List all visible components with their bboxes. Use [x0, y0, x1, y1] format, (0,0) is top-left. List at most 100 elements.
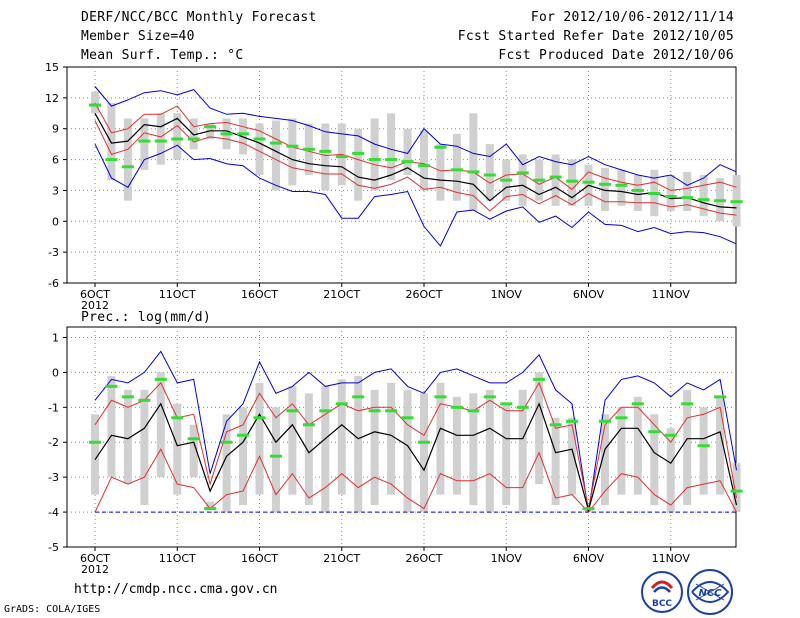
temp-box — [288, 118, 297, 186]
precip-climatology-mark — [121, 395, 134, 399]
precip-climatology-mark — [549, 423, 562, 427]
ncc-logo-icon: NCC — [687, 569, 733, 615]
temp-climatology-mark — [401, 160, 414, 164]
forecast-range: For 2012/10/06-2012/11/14 — [530, 10, 734, 25]
temp-xtick-label: 21OCT — [323, 288, 360, 301]
precip-box — [403, 389, 412, 513]
precip-ytick-label: -1 — [48, 401, 59, 414]
precip-climatology-mark — [631, 402, 644, 406]
precip-box — [551, 417, 560, 506]
temp-box — [173, 113, 182, 160]
temp-climatology-mark — [714, 199, 727, 203]
forecast-started: Fcst Started Refer Date 2012/10/05 — [457, 29, 734, 44]
precip-box — [633, 396, 642, 495]
temp-box — [551, 154, 560, 206]
temp-box — [189, 118, 198, 150]
bcc-logo-icon: BCC — [641, 571, 683, 613]
temp-climatology-mark — [664, 195, 677, 199]
precip-ytick-label: 0 — [52, 366, 59, 379]
precip-box — [255, 382, 264, 495]
precip-box — [321, 386, 330, 513]
precip-box — [91, 414, 99, 495]
temp-xtick-label: 16OCT — [241, 288, 278, 301]
precip-climatology-mark — [598, 419, 611, 423]
precip-box — [288, 386, 297, 495]
precip-climatology-mark — [89, 440, 101, 444]
temp-climatology-mark — [105, 158, 118, 162]
precip-panel-title: Prec.: log(mm/d) — [81, 310, 212, 325]
precip-box — [716, 396, 725, 495]
temp-box — [387, 113, 396, 181]
precip-box — [469, 393, 478, 506]
precip-frame — [66, 326, 737, 548]
temp-box — [568, 159, 577, 206]
precip-xtick-label: 6OCT — [80, 552, 110, 565]
temp-climatology-mark — [631, 188, 644, 192]
precip-box — [222, 414, 231, 513]
precip-climatology-mark — [516, 405, 529, 409]
temp-xtick-label: 11NOV — [652, 288, 691, 301]
temp-climatology-mark — [418, 164, 430, 168]
temp-climatology-mark — [269, 141, 282, 145]
precip-climatology-mark — [385, 409, 398, 413]
source-url[interactable]: http://cmdp.ncc.cma.gov.cn — [74, 582, 278, 597]
precip-box — [732, 463, 741, 513]
precip-xtick-label: 11NOV — [652, 552, 691, 565]
temp-ytick-label: 12 — [45, 92, 59, 105]
precip-xtick-label: 16OCT — [241, 552, 278, 565]
precip-box — [337, 379, 346, 495]
temp-box — [666, 175, 675, 211]
precip-box — [617, 407, 626, 495]
precip-box — [271, 407, 280, 513]
precip-climatology-mark — [302, 423, 315, 427]
temp-box — [633, 175, 642, 211]
precip-climatology-mark — [401, 416, 414, 420]
precip-climatology-mark — [533, 377, 546, 381]
precip-box — [354, 375, 363, 513]
temp-max-line — [94, 86, 737, 186]
temp-climatology-mark — [697, 198, 710, 202]
precip-climatology-mark — [220, 440, 233, 444]
temp-box — [107, 103, 116, 181]
temp-climatology-mark — [615, 183, 628, 187]
precip-box — [650, 414, 659, 506]
precip-xtick-label: 21OCT — [323, 552, 360, 565]
temp-climatology-mark — [450, 168, 463, 172]
temp-xtick-label: 6NOV — [573, 288, 605, 301]
ncc-logo-text: NCC — [698, 588, 722, 599]
temp-box — [699, 175, 708, 217]
precip-box — [107, 375, 116, 478]
precip-ytick-label: -5 — [48, 541, 59, 554]
temp-climatology-mark — [237, 132, 250, 136]
precip-climatology-mark — [187, 437, 200, 441]
temp-climatology-mark — [187, 137, 200, 141]
temp-climatology-mark — [286, 144, 299, 148]
temp-xtick-label: 11OCT — [159, 288, 196, 301]
precip-box — [189, 424, 198, 478]
precip-climatology-mark — [352, 395, 365, 399]
precip-box — [370, 389, 379, 506]
precip-box — [535, 372, 544, 485]
precip-xtick-label: 1NOV — [491, 552, 523, 565]
temp-climatology-mark — [598, 182, 611, 186]
temp-box — [485, 144, 494, 201]
temp-climatology-mark — [500, 178, 513, 182]
temp-box — [255, 123, 264, 175]
precip-climatology-mark — [681, 402, 694, 406]
precip-xtick-label: 11OCT — [159, 552, 196, 565]
forecast-produced: Fcst Produced Date 2012/10/06 — [498, 48, 734, 63]
precip-ytick-label: -2 — [48, 436, 59, 449]
precip-box — [156, 372, 165, 478]
temp-climatology-mark — [582, 180, 595, 184]
precip-climatology-mark — [582, 507, 595, 511]
temp-box — [420, 130, 428, 191]
temp-climatology-mark — [204, 125, 217, 129]
precip-xtick-label: 26OCT — [405, 552, 442, 565]
precip-climatology-mark — [319, 409, 332, 413]
temp-min-line — [94, 143, 737, 247]
temp-p10-line — [94, 120, 737, 216]
precip-climatology-mark — [418, 440, 430, 444]
precip-box — [699, 407, 708, 495]
temp-climatology-mark — [434, 145, 447, 149]
precip-climatology-mark — [368, 409, 381, 413]
